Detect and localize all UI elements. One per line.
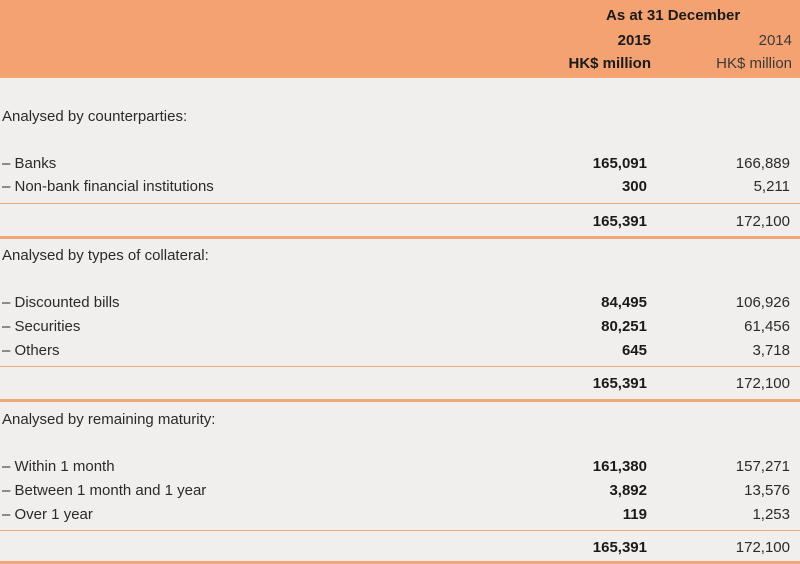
divider	[0, 530, 800, 531]
total-2015: 165,391	[592, 375, 647, 392]
row-label: – Others	[2, 342, 60, 359]
table-row: – Discounted bills 84,495 106,926	[0, 294, 800, 316]
value-2014: 61,456	[744, 318, 790, 335]
total-row: 165,391 172,100	[0, 375, 800, 397]
col-2014-unit: HK$ million	[716, 55, 792, 72]
value-2015: 161,380	[592, 458, 647, 475]
total-2014: 172,100	[735, 375, 790, 392]
value-2015: 645	[621, 342, 647, 359]
total-row: 165,391 172,100	[0, 213, 800, 235]
table-row: – Between 1 month and 1 year 3,892 13,57…	[0, 482, 800, 504]
value-2015: 84,495	[601, 294, 647, 311]
section-title-text: Analysed by remaining maturity:	[2, 411, 216, 428]
table-row: – Securities 80,251 61,456	[0, 318, 800, 340]
table-row: – Others 645 3,718	[0, 342, 800, 364]
total-2015: 165,391	[592, 539, 647, 556]
section-divider	[0, 399, 800, 402]
row-label: – Non-bank financial institutions	[2, 178, 214, 195]
table-row: – Within 1 month 161,380 157,271	[0, 458, 800, 480]
row-label: – Over 1 year	[2, 506, 93, 523]
section-title: Analysed by types of collateral:	[0, 247, 800, 269]
table-row: – Banks 165,091 166,889	[0, 155, 800, 177]
row-label: – Banks	[2, 155, 57, 172]
total-2014: 172,100	[735, 213, 790, 230]
value-2014: 3,718	[752, 342, 790, 359]
total-2015: 165,391	[592, 213, 647, 230]
row-label: – Securities	[2, 318, 81, 335]
value-2014: 13,576	[744, 482, 790, 499]
section-title-text: Analysed by types of collateral:	[2, 247, 209, 264]
value-2014: 1,253	[752, 506, 790, 523]
row-label: – Discounted bills	[2, 294, 120, 311]
table-row: – Non-bank financial institutions 300 5,…	[0, 178, 800, 200]
col-2015-unit: HK$ million	[568, 55, 651, 72]
value-2015: 3,892	[609, 482, 647, 499]
section-title: Analysed by counterparties:	[0, 108, 800, 130]
value-2015: 165,091	[592, 155, 647, 172]
col-2015-year: 2015	[617, 32, 651, 49]
value-2014: 106,926	[735, 294, 790, 311]
section-title-text: Analysed by counterparties:	[2, 108, 188, 125]
section-divider	[0, 236, 800, 239]
value-2015: 80,251	[601, 318, 647, 335]
value-2014: 5,211	[753, 178, 790, 195]
value-2015: 119	[622, 506, 647, 523]
row-label: – Between 1 month and 1 year	[2, 482, 207, 499]
row-label: – Within 1 month	[2, 458, 115, 475]
table-row: – Over 1 year 119 1,253	[0, 506, 800, 528]
total-row: 165,391 172,100	[0, 539, 800, 561]
section-title: Analysed by remaining maturity:	[0, 411, 800, 433]
divider	[0, 203, 800, 204]
value-2014: 166,889	[735, 155, 790, 172]
total-2014: 172,100	[735, 539, 790, 556]
period-heading: As at 31 December	[606, 7, 741, 24]
value-2015: 300	[621, 178, 647, 195]
divider	[0, 366, 800, 367]
col-2014-year: 2014	[758, 32, 792, 49]
section-divider	[0, 561, 800, 564]
value-2014: 157,271	[735, 458, 790, 475]
table-header: As at 31 December 2015 2014 HK$ million …	[0, 0, 800, 78]
